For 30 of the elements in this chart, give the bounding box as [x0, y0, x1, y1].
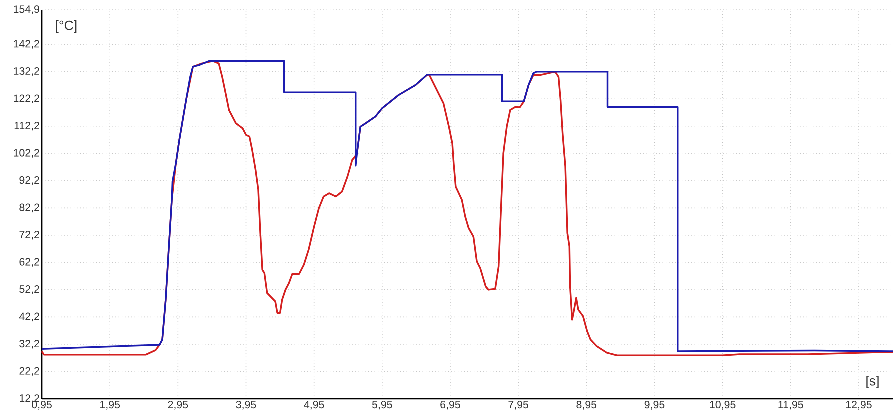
y-tick-label: 82,2 [20, 204, 40, 213]
y-tick-label: 122,2 [14, 94, 40, 104]
y-tick-label: 32,2 [20, 340, 40, 349]
x-tick-label: 8,95 [576, 401, 597, 410]
y-tick-label: 154,9 [14, 6, 40, 14]
x-tick-label: 1,95 [100, 401, 120, 410]
y-axis-title: [°C] [56, 20, 77, 33]
x-tick-label: 9,95 [644, 401, 665, 410]
y-tick-label: 42,2 [19, 312, 40, 322]
y-tick-label: 92,2 [20, 176, 40, 186]
x-tick-label: 5,95 [372, 401, 392, 410]
x-tick-label: 12,95 [846, 401, 872, 410]
y-tick-label: 102,2 [14, 149, 40, 158]
x-tick-label: 10,95 [710, 401, 736, 410]
x-tick-label: 4,95 [304, 401, 324, 410]
y-tick-label: 112,2 [14, 122, 40, 131]
y-tick-label: 62,2 [20, 258, 40, 268]
y-tick-label: 132,2 [14, 67, 40, 76]
x-tick-label: 2,95 [168, 401, 188, 410]
x-tick-label: 11,95 [778, 401, 804, 410]
y-tick-label: 12,2 [20, 394, 40, 404]
y-tick-label: 142,2 [14, 40, 40, 50]
y-tick-label: 52,2 [20, 286, 40, 294]
y-tick-label: 72,2 [20, 231, 40, 240]
x-tick-label: 7,95 [508, 401, 528, 410]
x-tick-label: 0,95 [32, 401, 52, 410]
x-tick-label: 3,95 [236, 401, 256, 410]
x-tick-label: 6,95 [440, 401, 460, 410]
y-tick-label: 22,2 [20, 367, 40, 376]
x-axis-title: [s] [866, 376, 879, 388]
